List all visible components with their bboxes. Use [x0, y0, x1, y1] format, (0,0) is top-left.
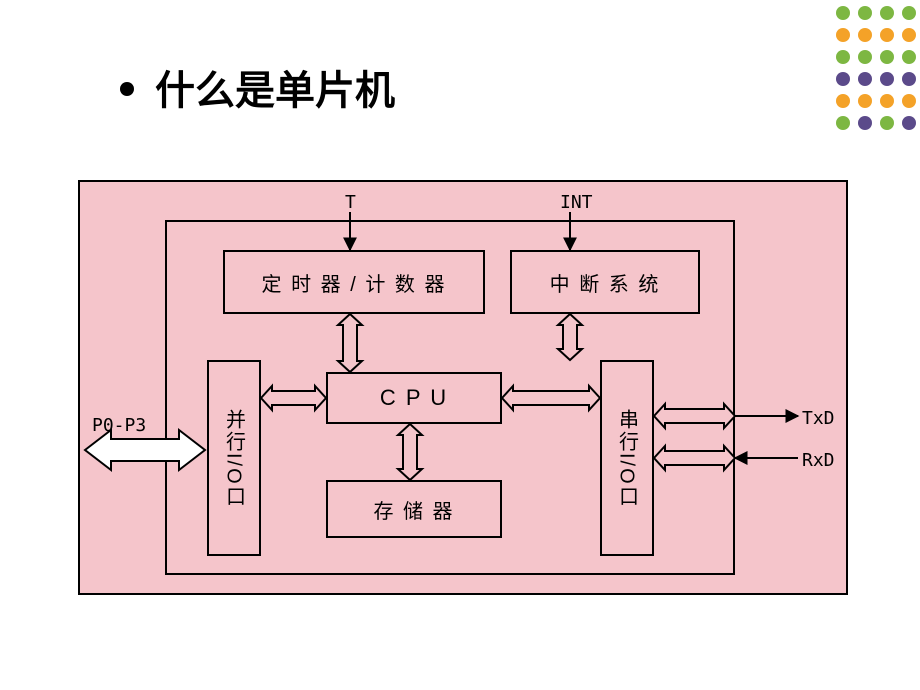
decor-dot: [880, 72, 894, 86]
decor-dot: [836, 72, 850, 86]
decor-dot: [902, 6, 916, 20]
decor-dot: [902, 28, 916, 42]
box-parallel-io-label: 并行I/O口: [220, 409, 249, 508]
decor-dot: [836, 6, 850, 20]
box-interrupt-label: 中 断 系 统: [550, 268, 661, 297]
box-memory-label: 存 储 器: [373, 495, 454, 524]
decor-dot: [902, 94, 916, 108]
decor-dot: [880, 94, 894, 108]
decor-dot: [858, 116, 872, 130]
decor-dot: [902, 116, 916, 130]
slide-title: 什么是单片机: [155, 58, 395, 116]
decor-dot: [858, 72, 872, 86]
decor-dot: [836, 28, 850, 42]
decor-dot: [858, 94, 872, 108]
label-int: INT: [560, 192, 593, 213]
decor-dot: [836, 116, 850, 130]
title-bullet: [120, 82, 134, 96]
label-t: T: [345, 192, 356, 213]
decor-dot: [858, 6, 872, 20]
box-memory: 存 储 器: [326, 480, 502, 538]
box-timer: 定 时 器 / 计 数 器: [223, 250, 485, 314]
decor-dot: [858, 50, 872, 64]
box-cpu: C P U: [326, 372, 502, 424]
decor-dot: [880, 6, 894, 20]
box-parallel-io: 并行I/O口: [207, 360, 261, 556]
decor-dot: [902, 50, 916, 64]
label-p0p3: P0-P3: [92, 415, 146, 436]
box-serial-io: 串行I/O口: [600, 360, 654, 556]
label-txd: TxD: [802, 408, 835, 429]
decor-dot: [836, 94, 850, 108]
box-serial-io-label: 串行I/O口: [613, 409, 642, 508]
label-rxd: RxD: [802, 450, 835, 471]
decor-dot: [880, 28, 894, 42]
box-timer-label: 定 时 器 / 计 数 器: [262, 268, 447, 297]
decor-dot: [858, 28, 872, 42]
box-cpu-label: C P U: [380, 385, 448, 411]
decor-dot: [880, 50, 894, 64]
box-interrupt: 中 断 系 统: [510, 250, 700, 314]
slide: 什么是单片机 T INT P0-P3 TxD RxD 定 时 器 / 计 数 器…: [0, 0, 920, 690]
decor-dot: [836, 50, 850, 64]
decor-dot: [902, 72, 916, 86]
decor-dot: [880, 116, 894, 130]
